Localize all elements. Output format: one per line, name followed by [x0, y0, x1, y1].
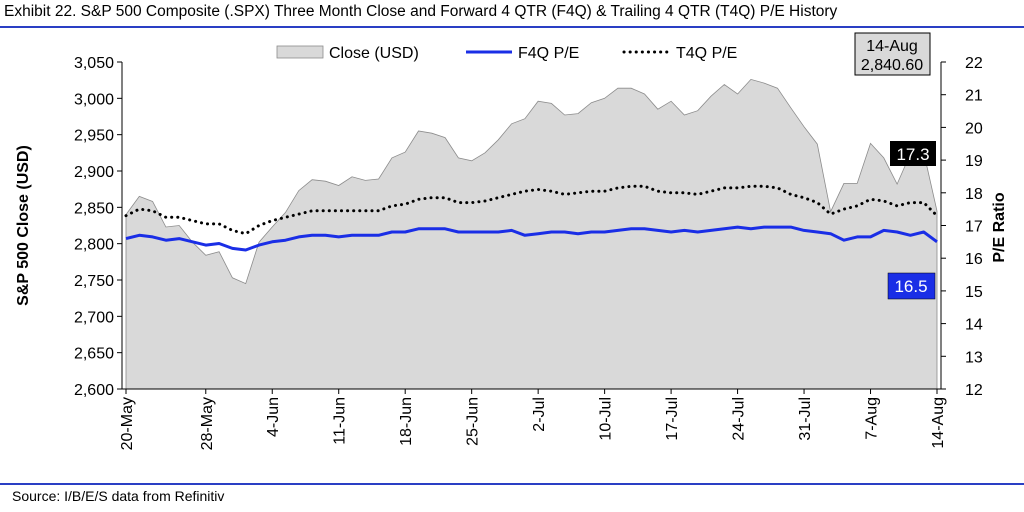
annotations-layer: 14-Aug 2,840.60 17.3 16.5 — [854, 32, 936, 300]
right-tick-label: 22 — [965, 55, 983, 72]
right-tick-label: 14 — [965, 317, 983, 334]
right-tick-label: 21 — [965, 88, 983, 105]
right-tick-label: 15 — [965, 284, 983, 301]
close-annotation-value: 2,840.60 — [861, 57, 923, 74]
x-tick-label: 7-Aug — [864, 397, 881, 440]
t4q-annotation-box — [890, 141, 936, 166]
legend-f4q-label: F4Q P/E — [518, 45, 579, 62]
source-note: Source: I/B/E/S data from Refinitiv — [12, 488, 225, 504]
legend-close-swatch — [276, 45, 324, 59]
pe-lines-layer — [124, 184, 939, 252]
left-tick-label: 2,800 — [74, 237, 114, 254]
chart-title: Exhibit 22. S&P 500 Composite (.SPX) Thr… — [4, 3, 838, 20]
right-axis-title: P/E Ratio — [991, 192, 1008, 262]
t4q-annotation-label: 17.3 — [896, 145, 929, 164]
left-tick-label: 2,700 — [74, 309, 114, 326]
left-axis-title: S&P 500 Close (USD) — [15, 145, 32, 306]
x-tick-label: 18-Jun — [398, 397, 415, 446]
f4q-pe-series — [125, 225, 938, 252]
right-tick-label: 20 — [965, 120, 983, 137]
right-tick-label: 17 — [965, 219, 983, 236]
x-tick-label: 2-Jul — [531, 397, 548, 432]
x-tick-label: 10-Jul — [598, 397, 615, 441]
x-tick-label: 17-Jul — [664, 397, 681, 441]
pe-history-chart: 2,600 2,650 2,700 2,750 2,800 2,850 2,900 2,950… — [15, 32, 1008, 450]
x-tick-label: 28-May — [199, 397, 216, 450]
title-rule — [0, 26, 1024, 28]
left-tick-label: 3,000 — [74, 91, 114, 108]
left-tick-label: 2,600 — [74, 382, 114, 399]
left-tick-label: 3,050 — [74, 55, 114, 72]
left-tick-label: 2,650 — [74, 346, 114, 363]
legend-t4q-label: T4Q P/E — [676, 45, 737, 62]
x-tick-label: 25-Jun — [465, 397, 482, 446]
x-tick-label: 11-Jun — [332, 397, 349, 445]
footer-rule — [0, 483, 1024, 485]
close-annotation-date: 14-Aug — [866, 38, 918, 55]
f4q-annotation-label: 16.5 — [894, 277, 927, 296]
right-tick-label: 19 — [965, 153, 983, 170]
axes-layer: 2,600 2,650 2,700 2,750 2,800 2,850 2,900 2,950… — [15, 55, 1008, 450]
right-tick-label: 16 — [965, 251, 983, 268]
f4q-annotation-box — [887, 272, 936, 300]
legend-close-label: Close (USD) — [329, 45, 419, 62]
x-tick-label: 24-Jul — [731, 397, 748, 441]
x-tick-label: 14-Aug — [930, 397, 947, 449]
right-tick-label: 13 — [965, 349, 983, 366]
x-tick-label: 31-Jul — [797, 397, 814, 441]
left-tick-label: 2,850 — [74, 200, 114, 217]
right-tick-label: 12 — [965, 382, 983, 399]
legend: Close (USD) F4Q P/E T4Q P/E — [276, 45, 737, 62]
t4q-pe-series — [124, 184, 939, 236]
x-tick-label: 20-May — [119, 397, 136, 450]
left-tick-label: 2,900 — [74, 164, 114, 181]
left-tick-label: 2,950 — [74, 128, 114, 145]
x-tick-label: 4-Jun — [265, 397, 282, 437]
right-tick-label: 18 — [965, 186, 983, 203]
close-annotation-box — [854, 32, 931, 76]
left-tick-label: 2,750 — [74, 273, 114, 290]
